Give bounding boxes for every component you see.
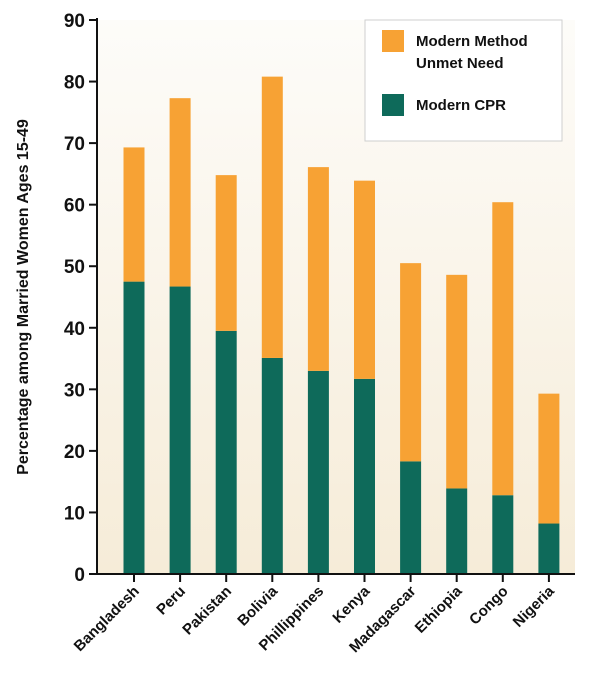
bar-unmet-need-nigeria: [538, 393, 560, 524]
bar-unmet-need-ethiopia: [446, 274, 468, 489]
x-tick-label-nigeria: Nigeria: [510, 582, 558, 630]
x-tick-label-ethiopia: Ethiopia: [412, 582, 466, 636]
y-tick-label: 90: [64, 11, 85, 32]
y-tick-label: 0: [74, 565, 85, 586]
bar-modern-cpr-phillippines: [307, 370, 329, 574]
bar-group-nigeria: [538, 393, 560, 574]
bar-group-phillippines: [307, 167, 329, 574]
y-tick-label: 30: [64, 380, 85, 401]
legend-label: Unmet Need: [416, 55, 504, 72]
bar-group-peru: [169, 98, 191, 574]
y-tick-label: 60: [64, 196, 85, 217]
bar-modern-cpr-ethiopia: [446, 488, 468, 574]
bar-unmet-need-madagascar: [400, 263, 422, 462]
bar-unmet-need-phillippines: [307, 167, 329, 371]
bar-group-madagascar: [400, 263, 422, 574]
legend: Modern Method Unmet Need Modern CPR: [364, 19, 563, 142]
x-tick-label-pakistan: Pakistan: [179, 583, 235, 639]
bar-modern-cpr-bolivia: [261, 357, 283, 574]
bar-modern-cpr-bangladesh: [123, 281, 145, 574]
bar-group-kenya: [354, 180, 375, 574]
y-tick-label: 20: [64, 442, 85, 463]
bar-unmet-need-pakistan: [215, 175, 237, 331]
bar-group-bolivia: [261, 76, 283, 574]
legend-label: Modern CPR: [416, 97, 506, 114]
bar-group-bangladesh: [123, 147, 145, 574]
x-tick-label-peru: Peru: [153, 583, 189, 619]
y-axis-label: Percentage among Married Women Ages 15-4…: [15, 119, 32, 475]
bars: [123, 76, 560, 574]
bar-modern-cpr-nigeria: [538, 523, 560, 574]
legend-swatch-unmet-need: [382, 30, 404, 52]
y-tick-label: 10: [64, 503, 85, 524]
bar-unmet-need-bolivia: [261, 76, 283, 358]
legend-label: Modern Method: [416, 33, 528, 50]
x-tick-label-bangladesh: Bangladesh: [71, 583, 143, 655]
bar-unmet-need-kenya: [354, 180, 375, 379]
bar-group-ethiopia: [446, 274, 468, 574]
x-tick-label-congo: Congo: [466, 583, 512, 629]
bar-modern-cpr-peru: [169, 286, 191, 574]
bar-modern-cpr-kenya: [354, 378, 375, 574]
x-tick-label-kenya: Kenya: [329, 582, 373, 626]
legend-swatch-modern-cpr: [382, 94, 404, 116]
y-tick-label: 70: [64, 134, 85, 155]
y-axis: 0 10 20 30 40 50 60 70 80 90: [64, 11, 98, 586]
bar-unmet-need-bangladesh: [123, 147, 145, 282]
bar-group-pakistan: [215, 175, 237, 574]
bar-modern-cpr-madagascar: [400, 461, 422, 574]
bar-modern-cpr-pakistan: [215, 330, 237, 574]
bar-unmet-need-congo: [492, 202, 514, 496]
bar-unmet-need-peru: [169, 98, 191, 287]
y-tick-label: 50: [64, 257, 85, 278]
y-tick-label: 80: [64, 73, 85, 94]
bar-group-congo: [492, 202, 514, 574]
bar-modern-cpr-congo: [492, 495, 514, 574]
y-tick-label: 40: [64, 319, 85, 340]
